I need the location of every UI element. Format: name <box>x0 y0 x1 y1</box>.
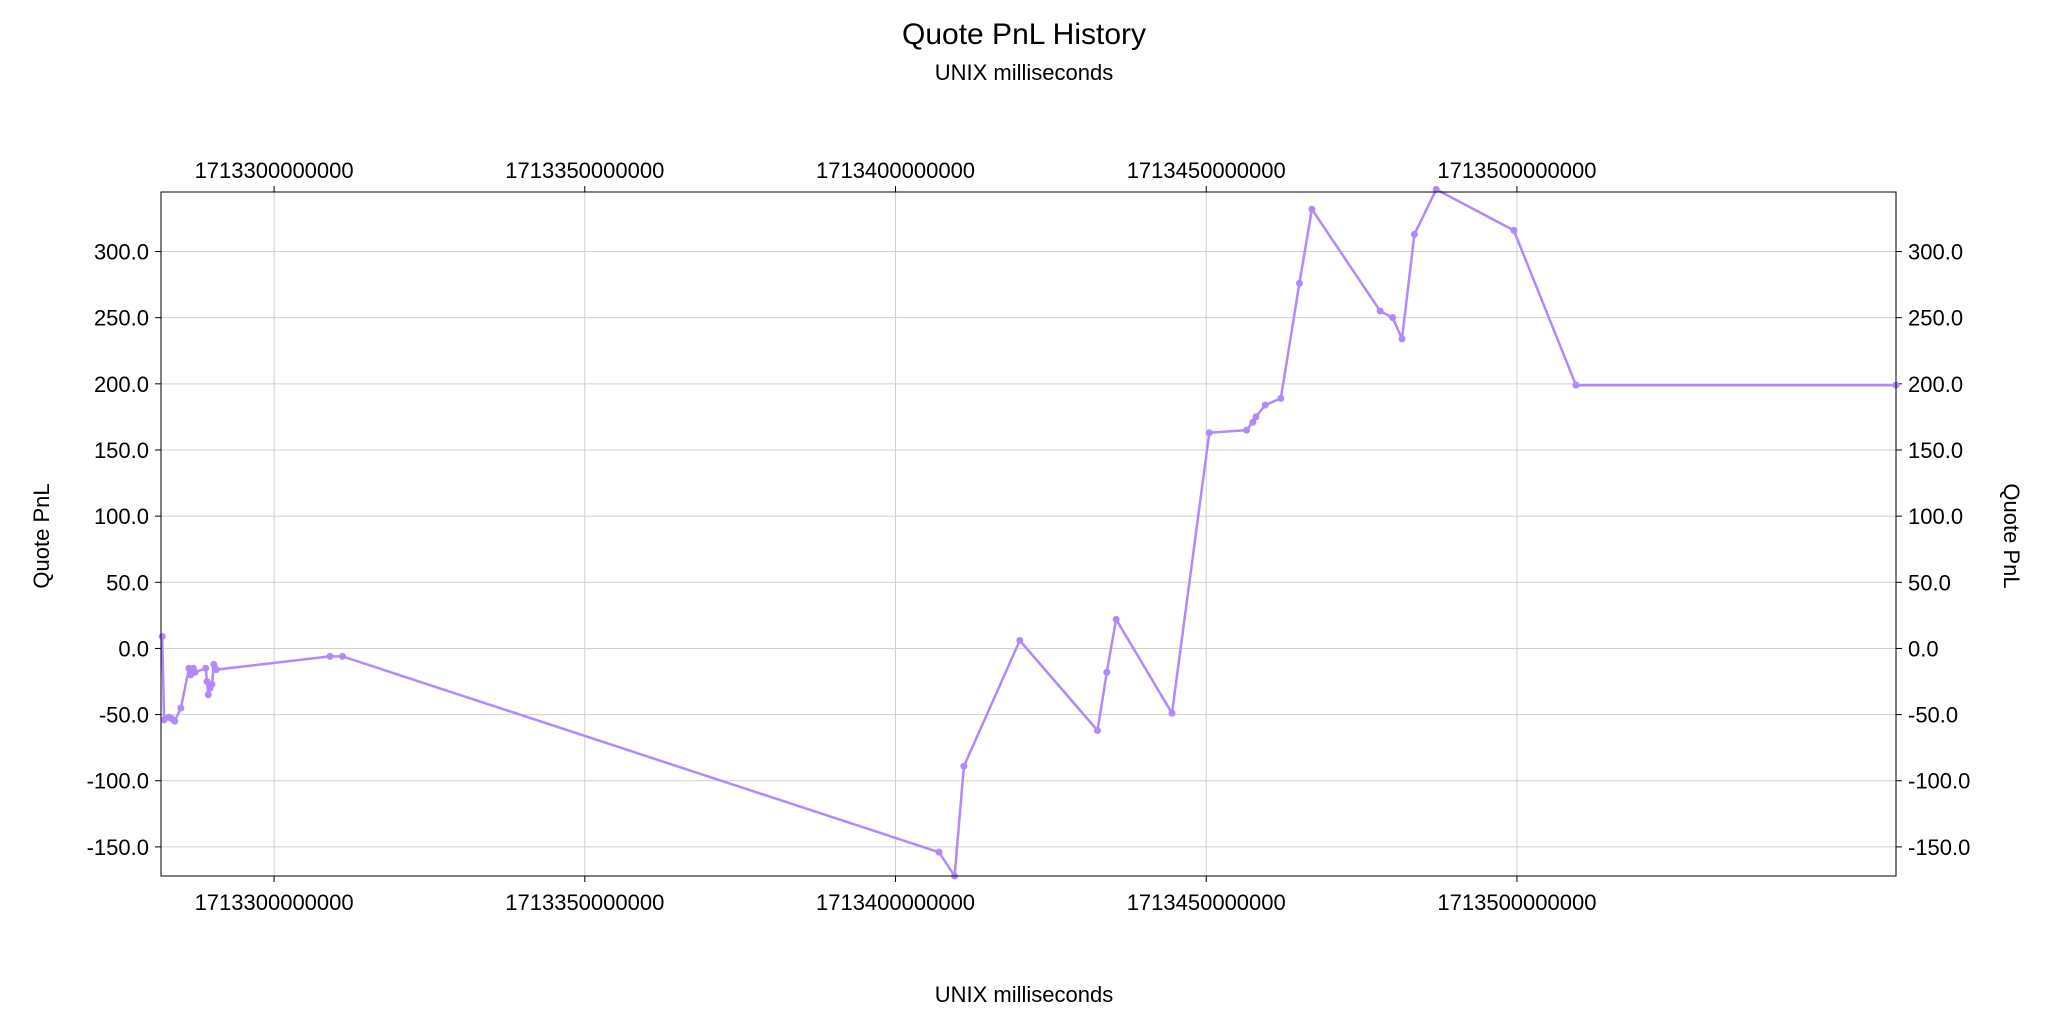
x-tick-label-top: 1713350000000 <box>505 158 664 183</box>
y-tick-label-left: 100.0 <box>94 504 149 529</box>
data-point <box>1510 226 1518 234</box>
chart-title: Quote PnL History <box>902 18 1146 51</box>
data-point <box>1376 307 1384 315</box>
y-tick-label-right: -150.0 <box>1908 835 1970 860</box>
data-point <box>1308 205 1316 213</box>
y-tick-label-left: -50.0 <box>99 703 149 728</box>
data-point <box>1205 429 1213 437</box>
x-axis-label: UNIX milliseconds <box>934 982 1114 1007</box>
data-point <box>1168 709 1176 717</box>
x-tick-label-bottom: 1713400000000 <box>816 890 975 915</box>
data-point <box>1249 418 1257 426</box>
data-point <box>1389 314 1397 322</box>
series-line <box>160 188 1896 878</box>
data-point <box>1252 413 1260 421</box>
y-tick-label-left: 50.0 <box>106 570 149 595</box>
data-point <box>1572 381 1580 389</box>
y-tick-label-right: 100.0 <box>1908 504 1963 529</box>
series-layer <box>158 185 1900 880</box>
data-point <box>208 680 216 688</box>
data-point <box>1277 394 1285 402</box>
data-point <box>158 633 166 641</box>
y-tick-label-left: -150.0 <box>87 835 149 860</box>
y-tick-label-left: 250.0 <box>94 306 149 331</box>
data-point <box>1295 279 1303 287</box>
chart-subtitle: UNIX milliseconds <box>934 60 1114 85</box>
data-point <box>338 652 346 660</box>
x-tick-label-top: 1713500000000 <box>1437 158 1596 183</box>
data-point <box>935 848 943 856</box>
y-tick-label-left: 0.0 <box>118 636 149 661</box>
data-point <box>171 717 179 725</box>
y-tick-label-right: 50.0 <box>1908 570 1951 595</box>
x-tick-label-top: 1713300000000 <box>195 158 354 183</box>
plot-area-frame <box>160 191 1897 877</box>
x-tick-label-top: 1713450000000 <box>1127 158 1286 183</box>
y-tick-label-left: -100.0 <box>87 769 149 794</box>
data-point <box>1410 230 1418 238</box>
x-tick-label-bottom: 1713450000000 <box>1127 890 1286 915</box>
data-point <box>202 664 210 672</box>
x-tick-label-top: 1713400000000 <box>816 158 975 183</box>
data-point <box>1112 615 1120 623</box>
data-point <box>212 666 220 674</box>
data-point <box>326 652 334 660</box>
x-tick-label-bottom: 1713500000000 <box>1437 890 1596 915</box>
y-tick-label-right: -100.0 <box>1908 769 1970 794</box>
data-point <box>1016 637 1024 645</box>
data-point <box>1261 401 1269 409</box>
y-tick-label-right: 150.0 <box>1908 438 1963 463</box>
x-tick-label-bottom: 1713350000000 <box>505 890 664 915</box>
data-point <box>1432 185 1440 193</box>
y-tick-label-right: 300.0 <box>1908 240 1963 265</box>
y-tick-label-right: 250.0 <box>1908 306 1963 331</box>
y-tick-label-left: 150.0 <box>94 438 149 463</box>
grid <box>155 186 1902 882</box>
x-tick-label-bottom: 1713300000000 <box>195 890 354 915</box>
data-point <box>960 762 968 770</box>
y-tick-label-right: 0.0 <box>1908 636 1939 661</box>
data-point <box>1103 668 1111 676</box>
y-tick-label-left: 300.0 <box>94 240 149 265</box>
data-point <box>177 704 185 712</box>
data-point <box>1093 726 1101 734</box>
tick-labels: -150.0 -150.0 -100.0 -100.0 -50.0 -50.0 0.0 0.0… <box>87 158 1971 915</box>
data-point <box>204 691 212 699</box>
y-tick-label-left: 200.0 <box>94 372 149 397</box>
data-point <box>191 668 199 676</box>
data-point <box>1243 426 1251 434</box>
y-tick-label-right: 200.0 <box>1908 372 1963 397</box>
data-point <box>1398 335 1406 343</box>
y-tick-label-right: -50.0 <box>1908 703 1958 728</box>
